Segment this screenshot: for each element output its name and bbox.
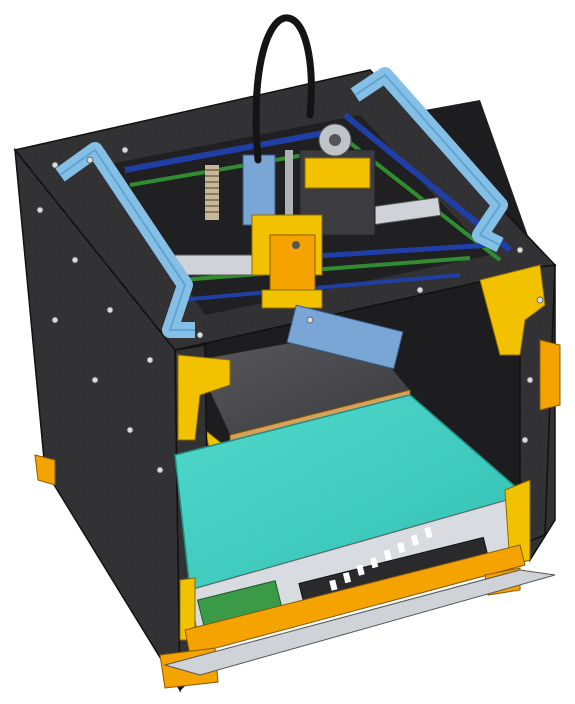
stepper-motor (299, 123, 376, 236)
base-plate (163, 569, 556, 676)
filament-cable (252, 14, 315, 164)
frame-screws (36, 146, 544, 474)
carry-handles (55, 67, 508, 338)
hotend-carriage (242, 154, 323, 309)
frame-brackets (34, 264, 561, 689)
front-right-column (519, 264, 556, 547)
